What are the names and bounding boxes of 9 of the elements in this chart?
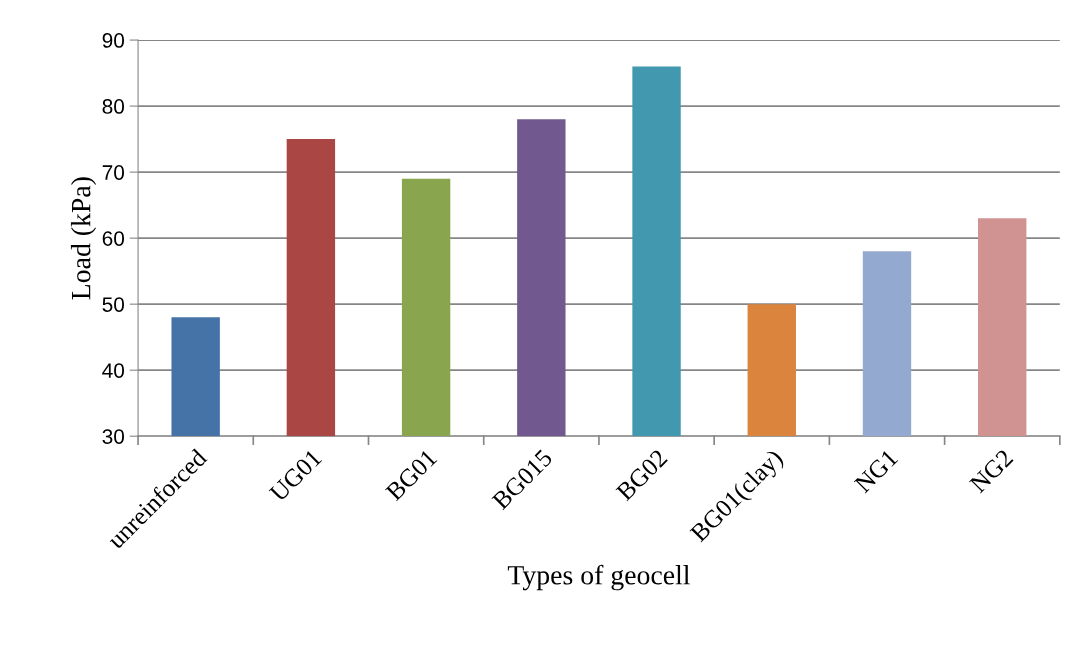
y-axis-title: Load (kPa) — [70, 177, 97, 300]
y-tick-label: 60 — [102, 231, 125, 246]
y-tick-label: 50 — [102, 297, 125, 312]
y-tick-label: 90 — [102, 33, 125, 48]
y-tick-label: 80 — [102, 99, 125, 114]
x-axis-title: Types of geocell — [507, 564, 690, 591]
y-tick-label: 40 — [102, 363, 125, 378]
y-tick-label: 70 — [102, 165, 125, 180]
y-tick-label: 30 — [102, 429, 125, 444]
